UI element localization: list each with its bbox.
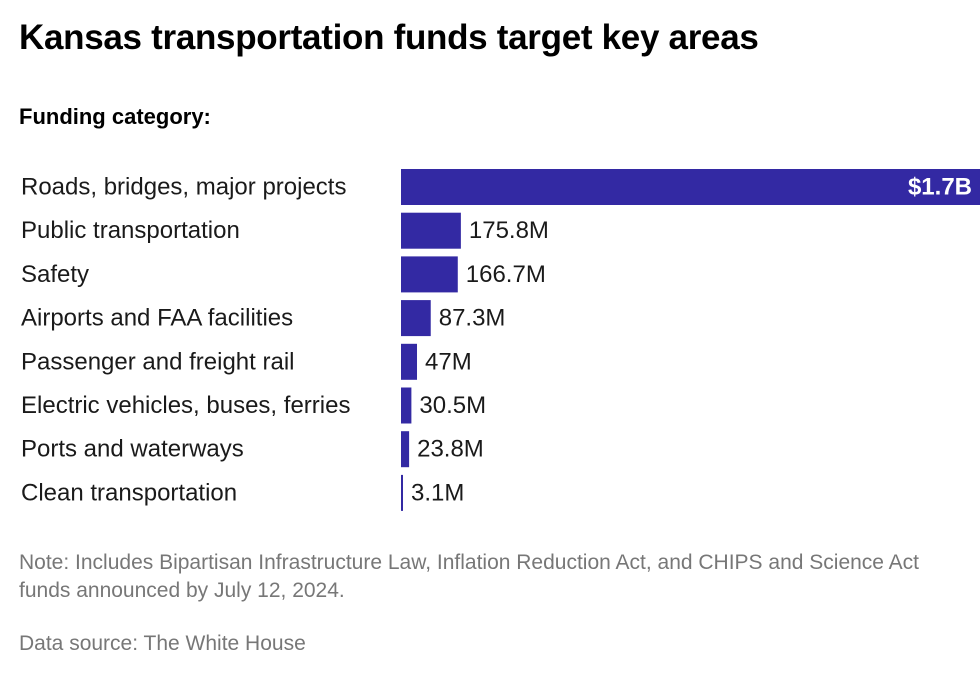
data-label: 3.1M xyxy=(411,479,464,506)
bar xyxy=(401,212,461,249)
category-label: Public transportation xyxy=(21,217,240,244)
data-label: 47M xyxy=(425,348,472,375)
data-label: 30.5M xyxy=(419,392,486,419)
data-label: 175.8M xyxy=(469,217,549,244)
bar xyxy=(401,431,410,468)
category-label: Roads, bridges, major projects xyxy=(21,174,346,201)
category-label: Passenger and freight rail xyxy=(21,348,295,375)
data-label: 87.3M xyxy=(439,305,506,332)
bar xyxy=(401,300,431,337)
chart-note: Note: Includes Bipartisan Infrastructure… xyxy=(19,551,919,602)
category-label: Electric vehicles, buses, ferries xyxy=(21,392,350,419)
category-label: Ports and waterways xyxy=(21,436,244,463)
bar xyxy=(401,169,980,205)
category-label: Clean transportation xyxy=(21,479,237,506)
chart-title: Kansas transportation funds target key a… xyxy=(19,18,759,57)
data-label: $1.7B xyxy=(908,174,972,201)
bar-chart: Roads, bridges, major projects $1.7B Publi… xyxy=(21,169,980,511)
data-label: 23.8M xyxy=(417,436,484,463)
chart-subtitle: Funding category: xyxy=(19,104,211,129)
category-label: Safety xyxy=(21,261,89,288)
bar xyxy=(401,256,458,293)
bar xyxy=(401,387,412,424)
bar xyxy=(401,474,403,511)
data-label: 166.7M xyxy=(466,261,546,288)
category-label: Airports and FAA facilities xyxy=(21,305,293,332)
bar xyxy=(401,343,418,380)
data-source: Data source: The White House xyxy=(19,632,306,655)
